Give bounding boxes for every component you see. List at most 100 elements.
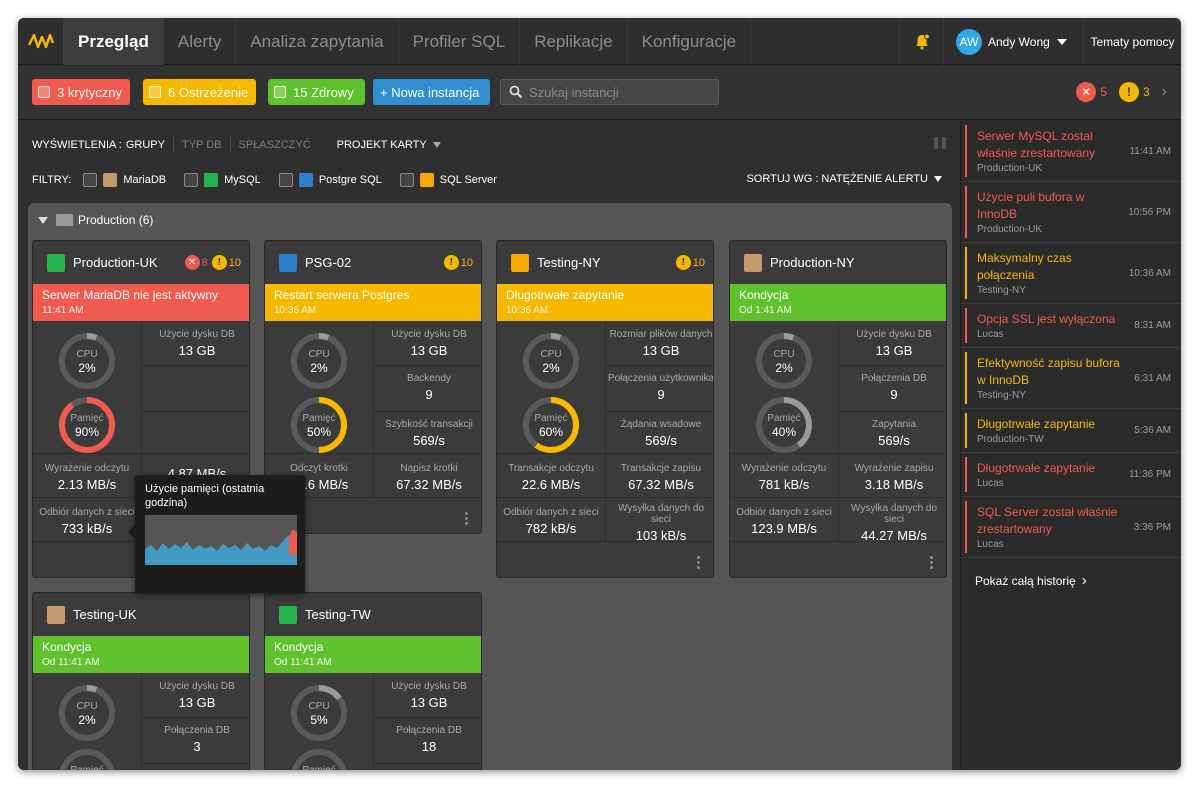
user-menu[interactable]: AW Andy Wong [943,18,1083,65]
memory-usage-tooltip: Użycie pamięci (ostatnia godzina) [128,475,305,593]
metric-c1-value: 733 kB/s [61,521,113,536]
tab-alerts[interactable]: Alerty [164,18,237,65]
filter-mariadb-checkbox[interactable] [83,173,98,187]
metric-r1-label: Użycie dysku DB [159,681,235,692]
warning-icon: ! [1118,82,1139,102]
alert-source: Testing-NY [977,285,1026,296]
status-time: Od 11:41 AM [274,657,332,668]
metrics-grid: CPU 2% Pamięć 50% Użycie dysku DB 13 GB Backen… [265,321,481,533]
memory-gauge: Pamięć [289,747,349,770]
instance-card[interactable]: Production-NY Kondycja Od 1:41 AM CPU 2% Pami… [729,240,947,578]
alert-severity-bar [965,125,967,177]
metric-c1-value: 123.9 MB/s [751,521,817,536]
new-instance-button[interactable]: + Nowa instancja [373,79,490,105]
alert-item[interactable]: Użycie puli bufora w InnoDB Production-UK… [961,182,1181,243]
card-menu-icon[interactable] [465,510,469,527]
alert-item[interactable]: Opcja SSL jest wyłączona Lucas 8:31 AM [961,304,1181,348]
card-status[interactable]: Długotrwałe zapytanie 10:36 AM [497,284,713,321]
memory-gauge-label: Pamięć [534,413,568,424]
card-status[interactable]: Kondycja Od 11:41 AM [265,636,481,673]
help-topics-link[interactable]: Tematy pomocy [1083,18,1181,65]
pause-icon[interactable] [934,137,946,149]
show-history-link[interactable]: Pokaż całą historię › [961,558,1181,603]
tab-overview[interactable]: Przegląd [64,18,164,65]
filter-mariadb-label: MariaDB [123,174,167,186]
memory-sparkline [145,515,297,565]
card-status[interactable]: Kondycja Od 11:41 AM [33,636,249,673]
card-status[interactable]: Serwer MariaDB nie jest aktywny 11:41 AM [33,284,249,321]
alert-item[interactable]: Maksymalny czas połączenia Testing-NY 10:3… [961,243,1181,304]
view-dbtype[interactable]: TYP DB [181,139,222,151]
card-menu-icon[interactable] [697,554,701,571]
metric-r1-value: 13 GB [642,343,680,358]
memory-gauge-ring [59,749,115,770]
metric-c1-label: Odbiór danych z sieci [736,507,832,518]
logo-icon[interactable] [18,18,64,65]
chevron-right-icon: › [1081,572,1087,589]
alert-title: Długotrwałe zapytanie [977,461,1096,475]
error-x-icon: ✕ [184,255,200,270]
tab-sql-profiler[interactable]: Profiler SQL [399,18,521,65]
search-input[interactable] [529,84,709,100]
alert-item[interactable]: Efektywność zapisu bufora w InnoDB Testin… [961,348,1181,409]
memory-gauge-value: 50% [306,425,332,439]
cpu-gauge: CPU 2% [754,331,814,391]
cpu-gauge: CPU 2% [289,331,349,391]
view-flatten[interactable]: SPŁASZCZYĆ [238,139,311,151]
sqlserver-icon [511,253,529,272]
filter-warning-label: 6 Ostrzeżenie [168,84,249,100]
card-menu-icon[interactable] [930,554,934,571]
metric-r2-value: 18 [421,739,437,754]
card-status[interactable]: Restart serwera Postgres 10:36 AM [265,284,481,321]
memory-gauge-value: 40% [771,425,797,439]
alert-item[interactable]: Serwer MySQL został właśnie zrestartowan… [961,121,1181,182]
metric-r3: Szybkość transakcji 569/s [375,419,481,448]
metric-r3-label: Szybkość transakcji [385,419,473,430]
tab-query-analysis[interactable]: Analiza zapytania [236,18,399,65]
metric-r1: Użycie dysku DB 13 GB [375,681,481,710]
error-count[interactable]: 5 [1100,85,1107,99]
alert-item[interactable]: Długotrwałe zapytanie Production-TW 5:36 A… [961,409,1181,453]
warning-icon: ! [443,255,459,270]
cpu-gauge-ring [291,685,347,741]
filter-warning-button[interactable]: 6 Ostrzeżenie [143,79,256,105]
cpu-gauge-ring [523,333,579,389]
metric-r1-value: 13 GB [875,343,913,358]
metric-r3: Żądania wsadowe 569/s [607,419,713,448]
card-design-dropdown[interactable]: PROJEKT KARTY [336,139,427,151]
memory-gauge: Pamięć 90% [57,395,117,455]
memory-gauge-label: Pamięć [289,765,349,770]
metrics-grid: CPU 2% Pamięć 60% Rozmiar plików danych 13 GB… [497,321,713,577]
notification-bell-icon[interactable] [899,18,943,65]
mariadb-icon [744,253,762,272]
metrics-grid: CPU 2% Pamięć 40% Użycie dysku DB 13 GB Połącz… [730,321,946,577]
mysql-icon [47,253,65,272]
metric-b1-label: Transakcje odczytu [508,463,594,474]
filter-critical-button[interactable]: 3 krytyczny [32,79,130,105]
metric-b2: Napisz krotki 67.32 MB/s [375,463,481,492]
metric-b1-label: Wyrażenie odczytu [44,463,130,474]
memory-gauge-ring [291,397,347,453]
app-window: Przegląd Alerty Analiza zapytania Profil… [18,18,1181,770]
tab-configuration[interactable]: Konfiguracje [628,18,752,65]
warning-count[interactable]: 3 [1142,85,1150,99]
sort-dropdown[interactable]: SORTUJ WG : NATĘŻENIE ALERTU [746,173,942,185]
checkbox-icon [38,86,50,98]
tab-replication[interactable]: Replikacje [520,18,628,65]
alert-item[interactable]: Długotrwałe zapytanie Lucas 11:36 PM [961,453,1181,497]
filter-postgre-checkbox[interactable] [278,173,293,187]
chevron-right-icon[interactable]: › [1161,83,1167,100]
alert-item[interactable]: SQL Server został właśnie zrestartowany L… [961,497,1181,558]
group-header[interactable]: Production (6) [38,213,153,227]
filter-healthy-button[interactable]: 15 Zdrowy [268,79,365,105]
filter-sqlserver-checkbox[interactable] [399,173,414,187]
metric-r2: Połączenia DB 3 [143,725,249,754]
mariadb-icon [103,173,118,187]
view-label: WYŚWIETLENIA : [32,139,122,151]
card-status[interactable]: Kondycja Od 1:41 AM [730,284,946,321]
filter-mysql-checkbox[interactable] [184,173,199,187]
instance-card[interactable]: Testing-NY! 10 Długotrwałe zapytanie 10:36 … [496,240,714,578]
view-groups[interactable]: GRUPY [125,139,165,151]
